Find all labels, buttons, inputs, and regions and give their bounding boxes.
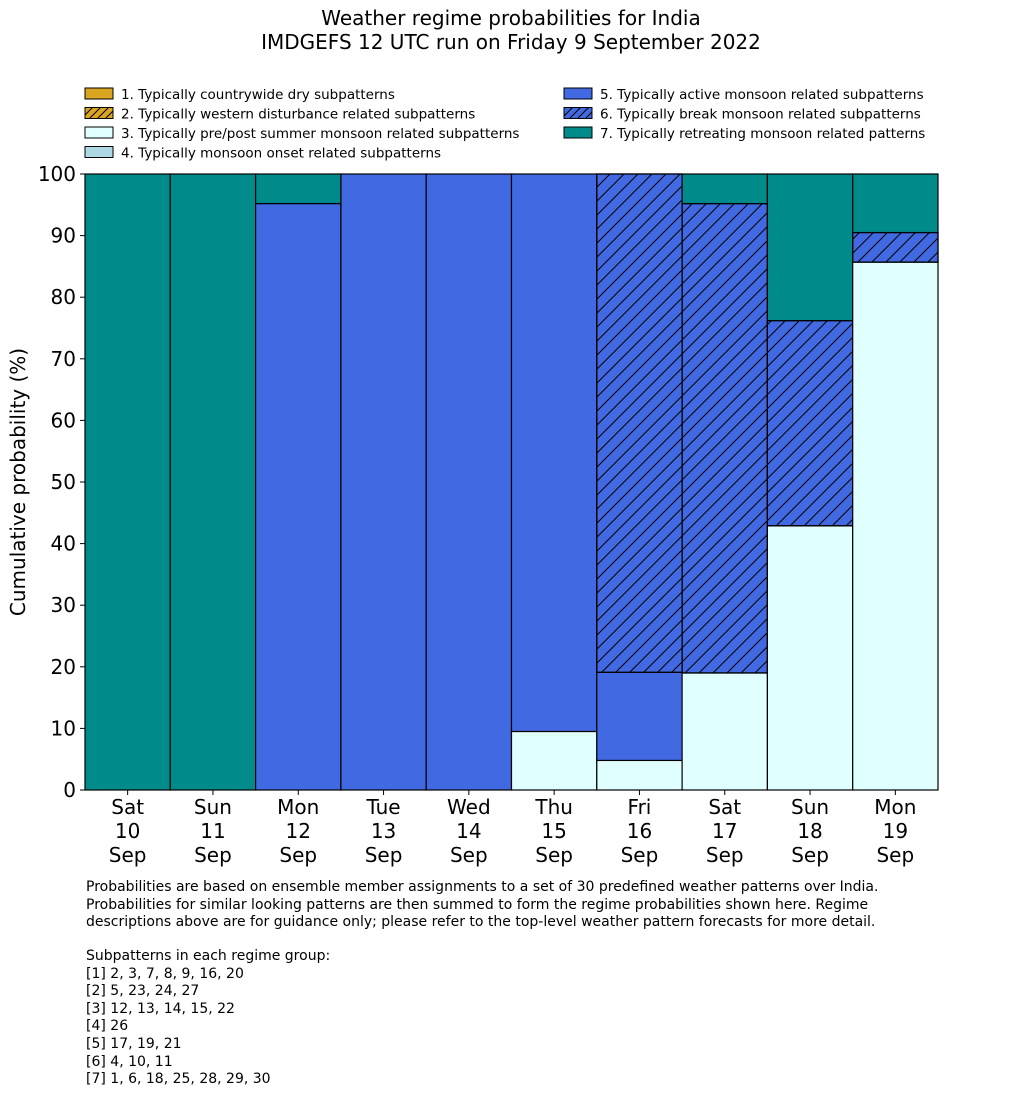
y-tick-label: 100 (38, 162, 76, 186)
bar-segment-s7-c8 (681, 173, 768, 205)
y-tick-label: 90 (51, 224, 76, 248)
bar-segment-s7-c2 (169, 173, 257, 791)
x-tick-label: Sat 17 Sep (706, 795, 744, 867)
bar-hatch-s6-c7 (596, 173, 683, 673)
x-tick-label: Tue 13 Sep (365, 795, 403, 867)
bar-segment-s5-c4 (340, 173, 427, 791)
legend-entry: 7. Typically retreating monsoon related … (563, 126, 925, 142)
y-axis-label: Cumulative probability (%) (6, 348, 30, 616)
x-tick-label: Mon 19 Sep (874, 795, 916, 867)
subpattern-group: [7] 1, 6, 18, 25, 28, 29, 30 (86, 1071, 271, 1088)
subpattern-group: [1] 2, 3, 7, 8, 9, 16, 20 (86, 965, 244, 982)
bar-segment-s7-c3 (255, 173, 342, 205)
y-tick-label: 0 (63, 778, 76, 802)
bar-hatch-s6-c9 (766, 320, 854, 527)
x-tick-label: Wed 14 Sep (447, 795, 491, 867)
bars-group (84, 173, 939, 791)
bar-segment-s5-c6 (510, 173, 598, 733)
bar-hatch-s6-c8 (681, 202, 768, 674)
title-line-2: IMDGEFS 12 UTC run on Friday 9 September… (261, 30, 761, 54)
legend-label: 7. Typically retreating monsoon related … (600, 126, 925, 142)
legend-label: 2. Typically western disturbance related… (121, 107, 475, 123)
bar-segment-s7-c9 (766, 173, 854, 322)
title-line-1: Weather regime probabilities for India (321, 6, 701, 30)
subpattern-group: [2] 5, 23, 24, 27 (86, 983, 200, 1000)
legend-swatch (84, 126, 114, 139)
y-tick-label: 70 (51, 347, 76, 371)
footnote-line: descriptions above are for guidance only… (86, 914, 876, 931)
y-tick-label: 80 (51, 285, 76, 309)
x-tick-label: Mon 12 Sep (277, 795, 319, 867)
legend-entry: 6. Typically break monsoon related subpa… (563, 107, 921, 123)
subpattern-group: [3] 12, 13, 14, 15, 22 (86, 1000, 235, 1017)
footnote: Probabilities are based on ensemble memb… (86, 879, 878, 932)
legend: 1. Typically countrywide dry subpatterns… (84, 87, 925, 162)
legend-label: 6. Typically break monsoon related subpa… (600, 107, 921, 123)
bar-segment-s3-c8 (681, 672, 768, 791)
legend-swatch (84, 87, 114, 100)
legend-label: 5. Typically active monsoon related subp… (600, 87, 924, 103)
bar-segment-s3-c9 (766, 525, 854, 791)
bar-segment-s7-c10 (852, 173, 939, 234)
bar-hatch-s6-c10 (852, 231, 939, 263)
y-tick-label: 10 (51, 716, 76, 740)
bar-segment-s5-c5 (425, 173, 513, 791)
axes-group: 0 10 20 30 40 50 60 70 80 90 100 Sat 10 Sep Sun 11 Sep Mo… (38, 162, 938, 867)
legend-swatch (563, 87, 593, 100)
bar-segment-s7-c1 (84, 173, 171, 791)
x-tick-label: Sun 18 Sep (791, 795, 829, 867)
stacked-bar-chart: 1. Typically countrywide dry subpatterns… (6, 87, 939, 867)
legend-entry: 2. Typically western disturbance related… (84, 107, 475, 123)
legend-swatch (84, 146, 114, 158)
subpatterns-heading: Subpatterns in each regime group: (86, 948, 331, 964)
bar-segment-s3-c10 (852, 261, 939, 791)
y-tick-label: 40 (51, 532, 76, 556)
bar-segment-s5-c3 (255, 202, 342, 791)
legend-entry: 1. Typically countrywide dry subpatterns (84, 87, 395, 103)
x-tick-label: Sat 10 Sep (109, 795, 147, 867)
bar-segment-s3-c7 (596, 759, 683, 791)
y-tick-label: 50 (51, 470, 76, 494)
bar-segment-s3-c6 (510, 730, 598, 791)
legend-entry: 3. Typically pre/post summer monsoon rel… (84, 126, 519, 142)
subpattern-group: [4] 26 (86, 1018, 129, 1035)
y-tick-label: 20 (51, 655, 76, 679)
bar-segment-s5-c7 (596, 671, 683, 762)
subpattern-group: [6] 4, 10, 11 (86, 1053, 173, 1070)
legend-entry: 5. Typically active monsoon related subp… (563, 87, 924, 103)
legend-label: 1. Typically countrywide dry subpatterns (121, 87, 395, 103)
y-tick-label: 30 (51, 593, 76, 617)
chart-title: Weather regime probabilities for India I… (0, 6, 1022, 54)
x-tick-label: Thu 15 Sep (534, 795, 573, 867)
legend-label: 3. Typically pre/post summer monsoon rel… (121, 126, 519, 142)
y-tick-label: 60 (51, 408, 76, 432)
legend-label: 4. Typically monsoon onset related subpa… (121, 146, 441, 162)
subpattern-groups: Subpatterns in each regime group: [1] 2,… (86, 948, 330, 1089)
subpattern-group: [5] 17, 19, 21 (86, 1035, 182, 1052)
x-tick-label: Sun 11 Sep (194, 795, 232, 867)
legend-entry: 4. Typically monsoon onset related subpa… (84, 146, 441, 162)
x-tick-label: Fri 16 Sep (621, 795, 659, 867)
footnote-line: Probabilities are based on ensemble memb… (86, 879, 879, 895)
footnote-line: Probabilities for similar looking patter… (86, 896, 869, 913)
legend-swatch (563, 126, 593, 139)
